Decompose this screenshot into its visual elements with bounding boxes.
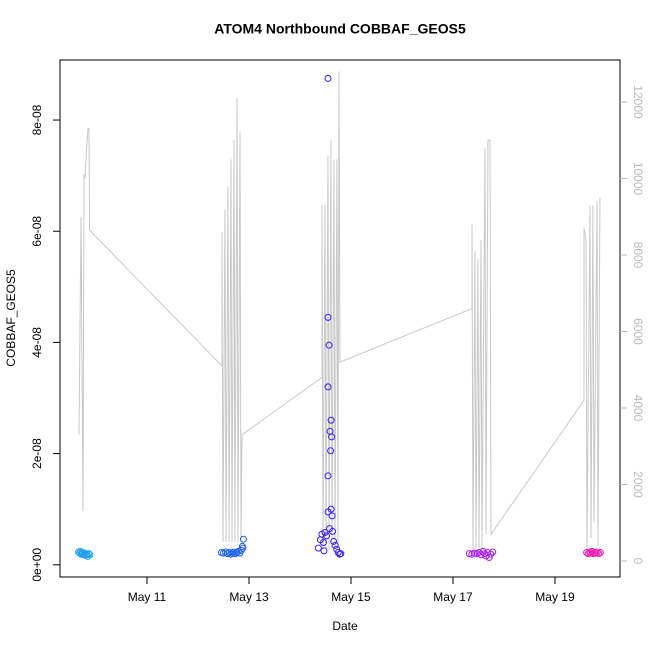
data-point <box>593 548 601 556</box>
y2-tick-label: 2000 <box>631 471 645 498</box>
data-point <box>592 549 600 557</box>
y2-tick-label: 0 <box>631 558 645 565</box>
data-point <box>327 447 335 455</box>
data-point <box>239 535 247 543</box>
data-point <box>330 537 338 545</box>
y2-tick-label: 12000 <box>631 85 645 119</box>
data-point <box>319 539 327 547</box>
data-point <box>86 551 94 559</box>
data-point <box>324 472 332 480</box>
data-point <box>324 313 332 321</box>
data-point <box>224 550 232 558</box>
chart-title: ATOM4 Northbound COBBAF_GEOS5 <box>214 21 466 37</box>
plot-frame <box>59 59 621 578</box>
data-point <box>76 549 84 557</box>
data-point <box>327 505 335 513</box>
data-point <box>584 550 592 558</box>
data-point <box>485 554 493 562</box>
data-point <box>465 550 473 558</box>
data-point <box>487 550 495 558</box>
data-point <box>333 545 341 553</box>
x-tick-label: May 11 <box>128 590 167 604</box>
data-point <box>595 550 603 558</box>
data-point <box>326 525 334 533</box>
x-tick-label: May 15 <box>331 590 371 604</box>
data-point <box>327 416 335 424</box>
data-point <box>587 549 595 557</box>
data-point <box>470 549 478 557</box>
data-point <box>328 433 336 441</box>
altitude-line <box>78 71 601 550</box>
data-point <box>234 547 242 555</box>
data-point <box>239 544 247 552</box>
data-point <box>489 548 497 556</box>
data-point <box>85 550 93 558</box>
x-axis-label: Date <box>332 619 358 633</box>
data-point <box>228 549 236 557</box>
data-point <box>328 512 336 520</box>
y2-tick-label: 8000 <box>631 242 645 269</box>
data-point <box>314 544 322 552</box>
y2-tick-label: 6000 <box>631 318 645 345</box>
data-point <box>325 341 333 349</box>
data-point <box>324 74 332 82</box>
y-tick-label: 2e-08 <box>30 438 44 469</box>
y2-tick-label: 4000 <box>631 395 645 422</box>
x-tick-label: May 17 <box>433 590 473 604</box>
y-tick-label: 4e-08 <box>30 327 44 358</box>
y-tick-label: 8e-08 <box>30 104 44 135</box>
data-point <box>337 550 345 558</box>
data-point <box>323 532 331 540</box>
x-tick-label: May 19 <box>535 590 575 604</box>
data-point <box>320 547 328 555</box>
x-tick-label: May 13 <box>229 590 269 604</box>
data-point <box>321 529 329 537</box>
data-point <box>324 383 332 391</box>
y-tick-label: 0e+00 <box>30 548 44 582</box>
y-tick-label: 6e-08 <box>30 216 44 247</box>
data-point <box>331 541 339 549</box>
data-point <box>596 549 604 557</box>
y-axis-label: COBBAF_GEOS5 <box>4 269 18 367</box>
y2-tick-label: 10000 <box>631 162 645 196</box>
